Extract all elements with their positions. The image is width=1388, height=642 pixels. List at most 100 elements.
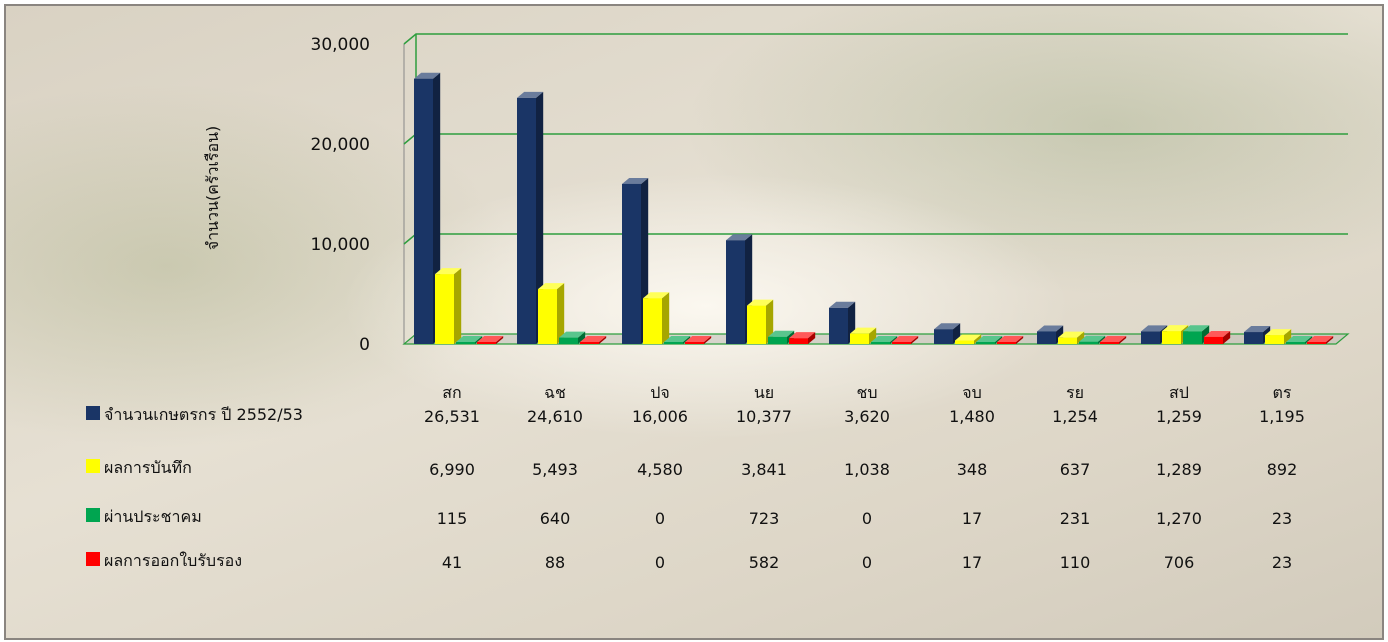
bar [435, 268, 462, 344]
bar-top [622, 177, 649, 184]
bar-front [1162, 331, 1181, 344]
bar [892, 336, 919, 344]
category-label: สก [442, 383, 461, 402]
y-axis-label: จำนวน(ครัวเรือน) [203, 126, 222, 251]
legend-label: ผลการบันทึก [104, 458, 192, 477]
bar [955, 334, 982, 344]
data-label: 1,038 [844, 460, 890, 479]
bar [477, 336, 504, 344]
bar-front [976, 342, 995, 344]
bar-top [685, 336, 712, 342]
bar-top [892, 336, 919, 342]
bar-top [997, 336, 1024, 342]
bar-top [1265, 329, 1292, 336]
category-label: รย [1066, 383, 1084, 402]
bar-side [475, 336, 483, 344]
bar-front [747, 305, 766, 344]
bar-side [1326, 336, 1334, 344]
bar-front [643, 298, 662, 344]
bar-top [1183, 325, 1210, 332]
bar-top [1244, 326, 1271, 333]
bar [664, 336, 691, 344]
data-label: 16,006 [632, 407, 688, 426]
bar-front [559, 337, 578, 344]
bar [1286, 336, 1313, 344]
bar-top [1037, 325, 1064, 332]
category-label: ชบ [856, 383, 877, 402]
bar-side [578, 331, 586, 344]
bar-side [662, 292, 670, 344]
bar-top [850, 327, 877, 334]
bar-front [622, 183, 641, 344]
category-label: นย [754, 383, 774, 402]
bar [1183, 325, 1210, 344]
bar-top [477, 336, 504, 342]
data-label: 5,493 [532, 460, 578, 479]
data-label: 637 [1060, 460, 1091, 479]
bars [414, 72, 1334, 345]
bar-front [435, 274, 454, 344]
bar [580, 336, 607, 344]
data-label: 24,610 [527, 407, 583, 426]
legend-label: จำนวนเกษตรกร ปี 2552/53 [104, 405, 303, 424]
data-label: 582 [749, 553, 780, 572]
bar-front [1183, 331, 1202, 344]
bar-side [911, 336, 919, 344]
bar-front [955, 340, 974, 344]
data-label: 892 [1267, 460, 1298, 479]
bar-top [1204, 330, 1231, 337]
data-label: 1,270 [1156, 509, 1202, 528]
data-label: 723 [749, 509, 780, 528]
bar-side [1119, 336, 1127, 344]
data-label: 3,841 [741, 460, 787, 479]
bar [1307, 336, 1334, 344]
bar [643, 292, 670, 344]
bar [685, 336, 712, 344]
bar-front [1244, 332, 1263, 344]
data-label: 0 [655, 553, 665, 572]
bar-top [768, 330, 795, 337]
bar-front [1079, 341, 1098, 344]
bar-top [871, 336, 898, 342]
legend-label: ผ่านประชาคม [104, 507, 202, 526]
bar [559, 331, 586, 344]
data-label: 0 [655, 509, 665, 528]
bar-front [1100, 342, 1119, 344]
bar-front [538, 289, 557, 344]
bar-top [726, 234, 753, 241]
bar-side [1284, 329, 1292, 344]
bar-front [892, 342, 911, 344]
data-label: 3,620 [844, 407, 890, 426]
category-labels: สก ฉช ปจ นย ชบ จบ รย สป ตร [442, 383, 1292, 402]
bar [1204, 330, 1231, 344]
bar-front [664, 342, 683, 344]
data-label: 1,254 [1052, 407, 1098, 426]
data-label: 0 [862, 553, 872, 572]
bar-front [685, 342, 704, 344]
gridline [403, 33, 1348, 45]
y-axis-ticks: 0 10,000 20,000 30,000 [311, 35, 370, 355]
bar-front [1265, 335, 1284, 344]
data-label: 110 [1060, 553, 1091, 572]
data-label: 23 [1272, 553, 1292, 572]
bar-side [1098, 335, 1106, 344]
bar-top [580, 336, 607, 342]
bar-front [726, 240, 745, 344]
data-label: 0 [862, 509, 872, 528]
bar-top [789, 332, 816, 339]
gridline [403, 133, 1348, 145]
legend-swatch [86, 406, 100, 420]
bar-side [1077, 331, 1085, 344]
bar-front [997, 342, 1016, 344]
data-label: 4,580 [637, 460, 683, 479]
bar-top [1058, 331, 1085, 338]
bar-top [517, 91, 544, 98]
bar-front [789, 338, 808, 344]
data-label: 706 [1164, 553, 1195, 572]
bar-side [808, 332, 816, 344]
bar-chart: 0 10,000 20,000 30,000 จำนวน(ครัวเรือน) สก ฉ… [86, 33, 1350, 572]
data-label: 231 [1060, 509, 1091, 528]
bar-front [1204, 336, 1223, 344]
bar-top [559, 331, 586, 338]
bar-side [974, 334, 982, 344]
